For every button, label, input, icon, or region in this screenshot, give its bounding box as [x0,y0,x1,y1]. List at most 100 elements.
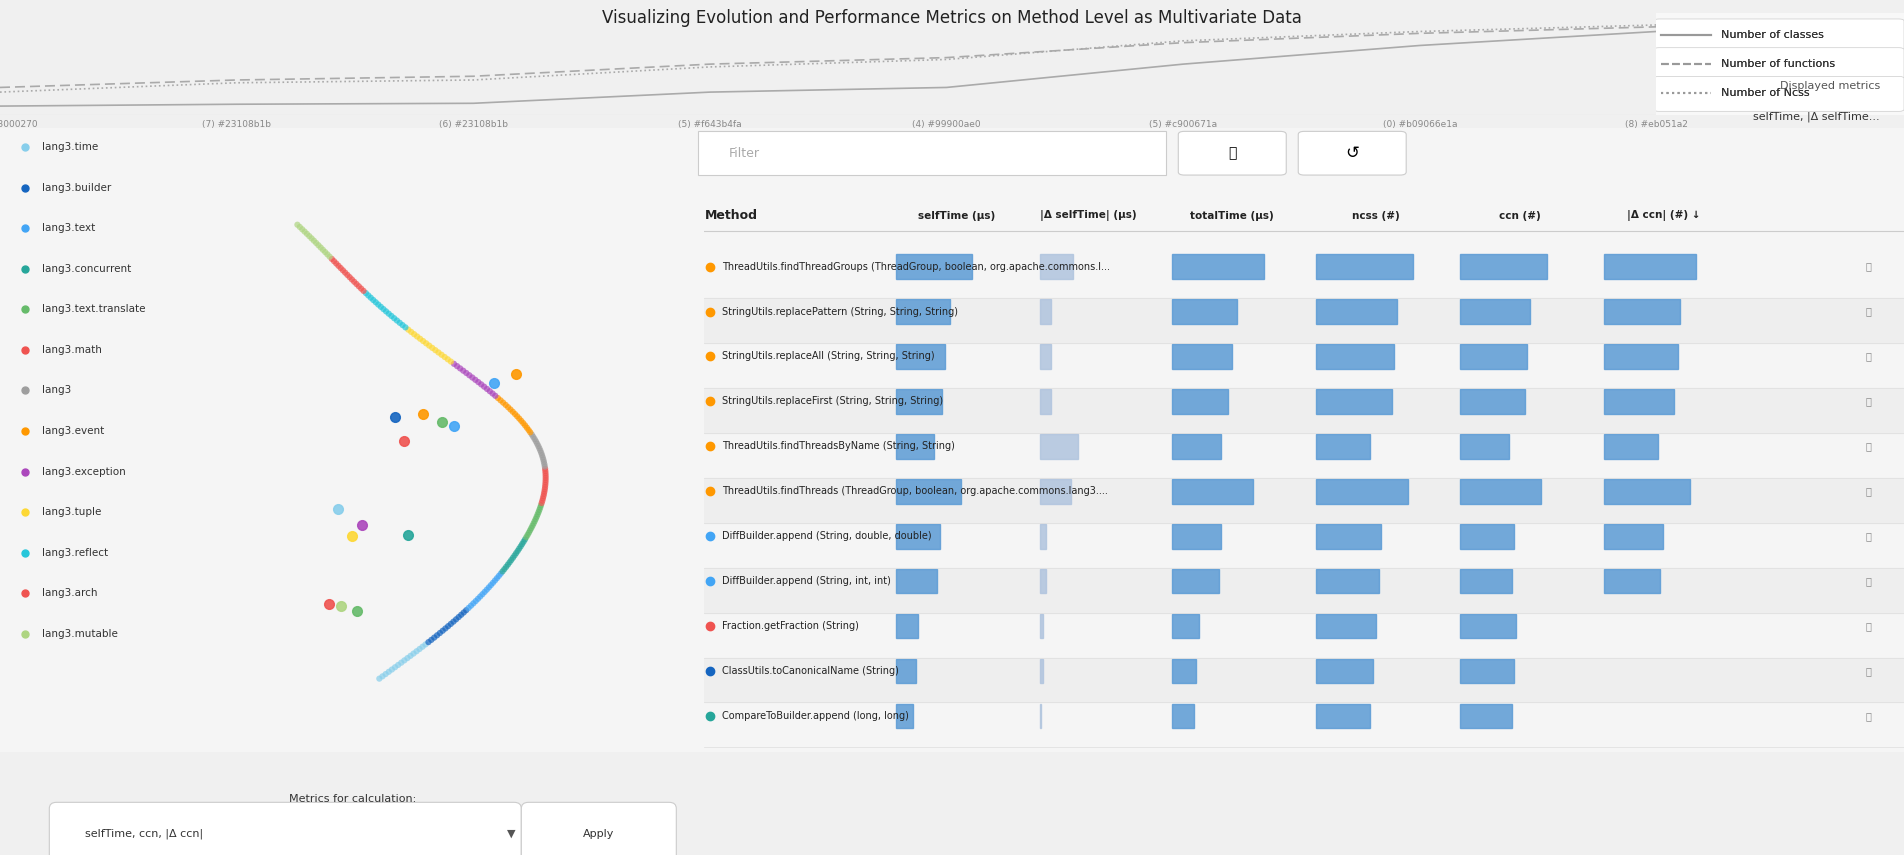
Text: ThreadUtils.findThreads (ThreadGroup, boolean, org.apache.commons.lang3....: ThreadUtils.findThreads (ThreadGroup, bo… [722,486,1108,496]
Point [514,426,545,439]
Point [529,478,560,492]
Text: lang3.text.translate: lang3.text.translate [42,304,147,315]
Point [327,263,358,277]
Point [508,535,539,549]
Point [478,576,508,590]
Bar [1040,254,1072,279]
Point [430,622,461,635]
Point [527,451,558,464]
Bar [897,569,937,593]
Point [417,341,447,355]
Point [526,444,556,457]
Point [381,314,411,327]
Text: lang3.arch: lang3.arch [42,588,97,598]
Point [390,321,421,334]
Bar [704,568,1904,612]
Point [472,583,503,597]
Text: lang3.text: lang3.text [42,223,95,233]
Bar [1316,299,1398,324]
Text: 🔍: 🔍 [1228,146,1236,160]
Point [301,236,331,250]
Text: 🗑: 🗑 [1866,306,1872,316]
Point [447,364,478,378]
Bar [1040,614,1043,639]
Point [522,437,552,451]
Point [465,590,495,604]
Point [343,280,373,293]
Point [524,503,554,516]
Point [510,419,541,433]
Point [497,553,527,567]
Point [505,540,535,553]
Point [487,396,518,410]
Bar [1316,569,1378,593]
Point [402,645,432,658]
Text: 🗑: 🗑 [1866,621,1872,631]
Point [506,414,537,428]
Point [426,624,457,638]
Point [288,222,318,236]
Point [411,337,442,351]
Point [451,604,482,617]
Text: selfTime, ccn, |Δ ccn|: selfTime, ccn, |Δ ccn| [84,828,202,839]
Bar [704,388,1904,433]
Point [364,298,394,311]
Bar [1316,254,1413,279]
Point [514,523,545,537]
Bar [1460,569,1512,593]
Point [529,455,560,469]
Text: ▼: ▼ [506,828,516,839]
Point [409,638,440,652]
Text: ccn (#): ccn (#) [1498,210,1540,221]
FancyBboxPatch shape [522,802,676,855]
Bar [1040,389,1051,414]
Point [438,615,468,628]
Point [510,533,541,546]
Point [299,233,329,247]
Point [413,635,444,649]
Point [406,332,436,345]
Point [514,423,545,437]
Point [529,485,560,498]
Bar [1460,614,1516,639]
Point [371,304,402,318]
Point [527,494,558,508]
Bar [897,299,950,324]
Point [495,556,526,569]
Bar [1603,479,1691,504]
Bar [1603,299,1679,324]
Point [339,275,369,289]
Point [453,601,484,615]
Bar [1173,344,1232,369]
Point [367,303,398,316]
Bar [1173,569,1219,593]
Bar [1603,524,1664,549]
Point [373,665,404,679]
Point [505,412,535,426]
Text: ncss (#): ncss (#) [1352,210,1399,221]
Bar [704,657,1904,703]
Point [531,467,562,481]
Bar [1173,299,1238,324]
Point [392,323,423,337]
Point [341,277,371,291]
Point [529,462,560,475]
Bar [1040,434,1078,458]
Point [358,293,388,307]
Text: 🗑: 🗑 [1866,441,1872,451]
Point [527,492,558,505]
Text: lang3.exception: lang3.exception [42,467,126,476]
Bar [1040,299,1051,324]
Point [289,225,320,239]
Bar [1316,614,1375,639]
Point [385,316,415,330]
Point [527,453,558,467]
Point [520,515,550,528]
Point [438,357,468,371]
Point [423,628,453,642]
Point [529,481,560,494]
Text: DiffBuilder.append (String, double, double): DiffBuilder.append (String, double, doub… [722,531,933,541]
Text: selfTime, |Δ selfTime...: selfTime, |Δ selfTime... [1754,111,1879,122]
Point [419,631,449,645]
Point [312,248,343,262]
